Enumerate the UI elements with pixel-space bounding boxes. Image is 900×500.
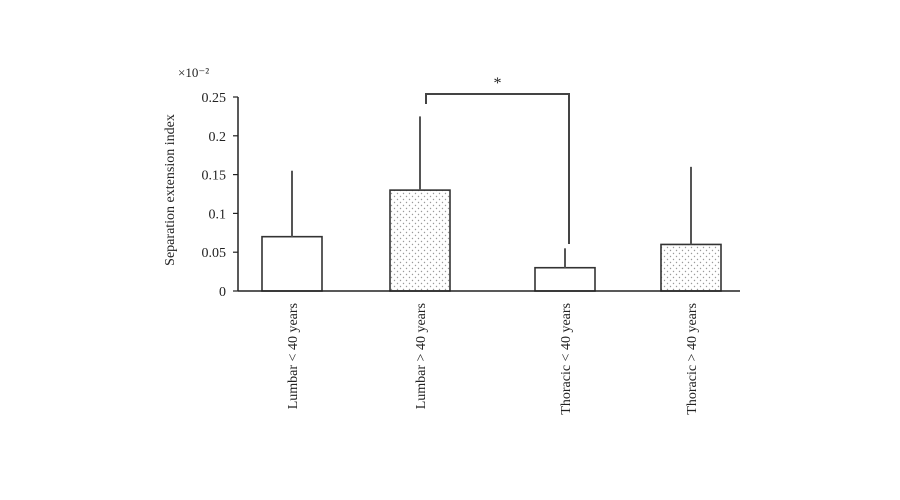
category-label-2: Lumbar > 40 years: [414, 303, 429, 409]
significance-bracket: *: [425, 75, 570, 244]
significance-star: *: [494, 75, 502, 92]
bar-4: [660, 243, 722, 292]
error-bars-group: [291, 116, 692, 268]
y-tick-label: 0.25: [202, 91, 227, 106]
category-label-3: Thoracic < 40 years: [559, 303, 574, 415]
scale-factor-label: ×10⁻²: [178, 65, 209, 80]
bar-3: [534, 266, 596, 292]
category-label-1: Lumbar < 40 years: [286, 303, 301, 409]
y-tick-label: 0.2: [209, 130, 227, 145]
y-tick-label: 0.1: [209, 207, 227, 222]
y-tick-label: 0.15: [202, 169, 227, 184]
bars-group: [261, 189, 722, 292]
bar-2: [389, 189, 451, 292]
significance-line: [425, 93, 570, 244]
y-axis-label: Separation extension index: [163, 114, 178, 266]
bar-1: [261, 235, 323, 292]
y-tick-label: 0.05: [202, 246, 227, 261]
x-axis-labels: Lumbar < 40 years Lumbar > 40 years Thorac…: [286, 303, 700, 415]
category-label-4: Thoracic > 40 years: [685, 303, 700, 415]
y-axis-ticks: 0 0.05 0.1 0.15 0.2 0.25: [202, 91, 238, 300]
y-tick-label: 0: [219, 285, 226, 300]
